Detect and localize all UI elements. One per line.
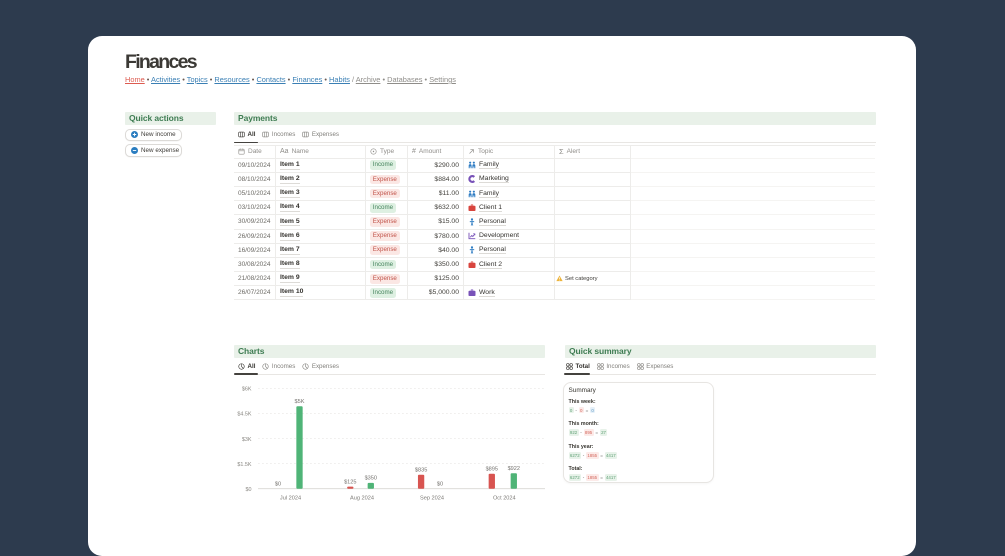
- svg-text:$6K: $6K: [242, 387, 252, 393]
- svg-text:Sep 2024: Sep 2024: [420, 495, 444, 501]
- svg-text:$0: $0: [246, 487, 252, 493]
- svg-text:Jul 2024: Jul 2024: [280, 495, 301, 501]
- svg-text:$125: $125: [344, 479, 356, 485]
- svg-text:$3K: $3K: [242, 437, 252, 443]
- svg-text:$1.5K: $1.5K: [237, 462, 251, 468]
- svg-text:$0: $0: [275, 482, 281, 488]
- svg-text:$5K: $5K: [295, 399, 305, 405]
- svg-text:$895: $895: [486, 467, 498, 473]
- svg-text:$350: $350: [365, 476, 377, 482]
- svg-text:Aug 2024: Aug 2024: [350, 495, 374, 501]
- svg-text:$0: $0: [437, 482, 443, 488]
- svg-text:$835: $835: [415, 468, 427, 474]
- svg-text:$922: $922: [508, 466, 520, 472]
- svg-text:$4.5K: $4.5K: [237, 412, 251, 418]
- svg-text:Oct 2024: Oct 2024: [493, 495, 516, 501]
